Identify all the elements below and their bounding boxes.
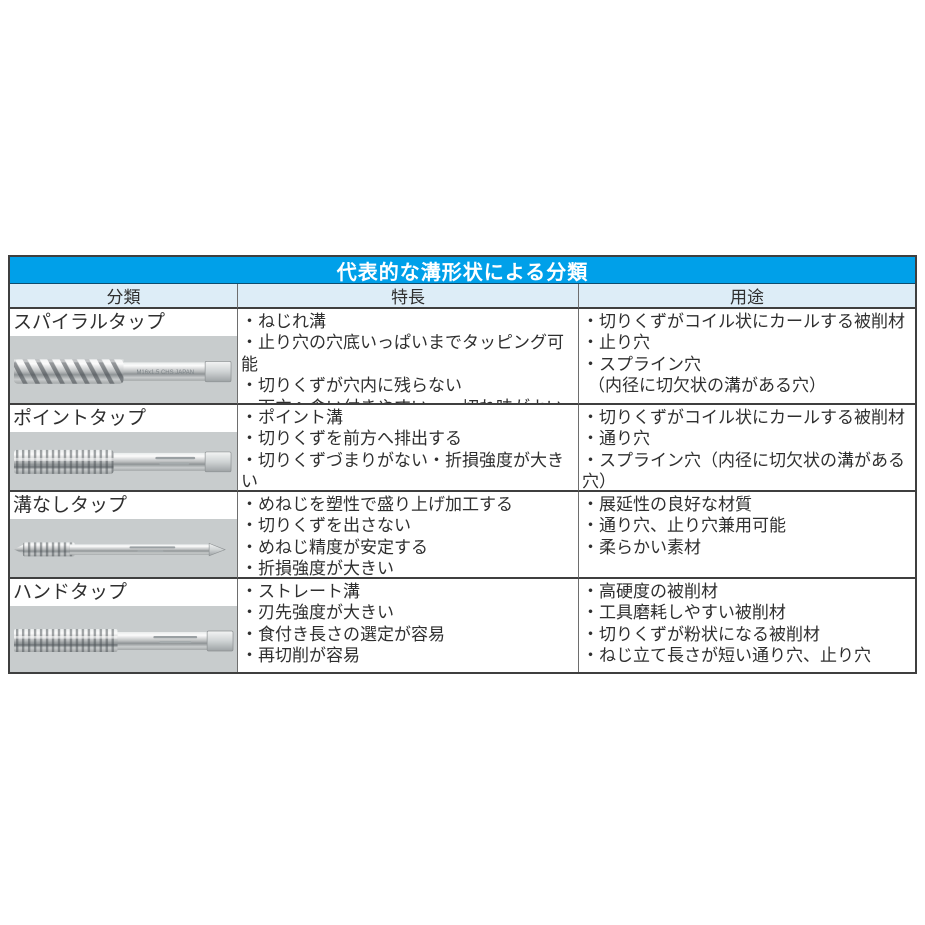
row-spiral-tap-classification: スパイラルタップ M16x1.5 CHS JAPAN	[10, 309, 238, 405]
use-line: ・切りくずがコイル状にカールする被削材	[582, 312, 905, 331]
feature-line: ・めねじ精度が安定する	[241, 537, 428, 557]
use-line: ・展延性の良好な材質	[582, 495, 752, 514]
feature-line: ・ポイント溝	[241, 408, 343, 427]
row-point-tap-classification: ポイントタップ	[10, 405, 238, 492]
feature-line: ・ねじれ溝	[241, 312, 326, 331]
feature-line: ・再切削が容易	[241, 646, 360, 666]
use-line: ・切りくずが粉状になる被削材	[582, 624, 820, 644]
feature-line: ・切りくずを出さない	[241, 516, 411, 536]
tap-name: 溝なしタップ	[10, 492, 237, 518]
use-line: ・切りくずがコイル状にカールする被削材	[582, 408, 905, 427]
column-header-applications: 用途	[579, 284, 915, 309]
tap-engraving: M16x1.5 CHS JAPAN	[136, 370, 194, 376]
tap-name: スパイラルタップ	[10, 309, 237, 335]
use-line: ・スプライン穴	[582, 354, 701, 374]
column-header-features: 特長	[238, 284, 579, 309]
row-grooveless-tap-features: ・めねじを塑性で盛り上げ加工する ・切りくずを出さない ・めねじ精度が安定する …	[238, 492, 579, 579]
feature-line: ・切りくずを前方へ排出する	[241, 429, 462, 449]
use-line: ・ねじ立て長さが短い通り穴、止り穴	[582, 646, 871, 666]
use-line: ・柔らかい素材	[582, 537, 701, 557]
spiral-tap-image: M16x1.5 CHS JAPAN	[13, 359, 232, 384]
table-title: 代表的な溝形状による分類	[10, 257, 915, 284]
grooveless-tap-photo	[10, 519, 237, 577]
feature-line: ・食付き長さの選定が容易	[241, 624, 445, 644]
grooveless-tap-image	[13, 542, 226, 557]
column-header-classification: 分類	[10, 284, 238, 309]
feature-line: ・止り穴の穴底いっぱいまでタッピング可能	[241, 333, 564, 374]
row-grooveless-tap-classification: 溝なしタップ	[10, 492, 238, 579]
row-hand-tap-features: ・ストレート溝 ・刃先強度が大きい ・食付き長さの選定が容易 ・再切削が容易	[238, 579, 579, 672]
row-spiral-tap-features: ・ねじれ溝 ・止り穴の穴底いっぱいまでタッピング可能 ・切りくずが穴内に残らない…	[238, 309, 579, 405]
use-line: ・高硬度の被削材	[582, 582, 718, 601]
use-line: ・止り穴	[582, 333, 650, 353]
row-grooveless-tap-applications: ・展延性の良好な材質 ・通り穴、止り穴兼用可能 ・柔らかい素材	[579, 492, 915, 579]
use-line: ・スプライン穴（内径に切欠状の溝がある穴）	[582, 450, 905, 492]
use-line: ・通り穴、止り穴兼用可能	[582, 516, 786, 536]
feature-line: ・刃先強度が大きい	[241, 603, 394, 623]
tap-name: ポイントタップ	[10, 405, 237, 431]
row-hand-tap-applications: ・高硬度の被削材 ・工具磨耗しやすい被削材 ・切りくずが粉状になる被削材 ・ねじ…	[579, 579, 915, 672]
use-line: ・通り穴	[582, 429, 650, 449]
feature-line: ・切りくずが穴内に残らない	[241, 376, 462, 396]
feature-line: ・ストレート溝	[241, 582, 360, 601]
hand-tap-image	[13, 629, 234, 652]
feature-line: ・下穴へ食い付きやすい ・切れ味がよい	[241, 397, 576, 403]
use-line: （内径に切欠状の溝がある穴）	[588, 376, 826, 396]
row-spiral-tap-applications: ・切りくずがコイル状にカールする被削材 ・止り穴 ・スプライン穴 （内径に切欠状…	[579, 309, 915, 405]
point-tap-photo	[10, 432, 237, 490]
spiral-tap-photo: M16x1.5 CHS JAPAN	[10, 336, 237, 403]
tap-classification-table: 代表的な溝形状による分類 分類 特長 用途 スパイラルタップ M16x1.5 C…	[8, 255, 917, 674]
row-point-tap-features: ・ポイント溝 ・切りくずを前方へ排出する ・切りくずづまりがない・折損強度が大き…	[238, 405, 579, 492]
row-point-tap-applications: ・切りくずがコイル状にカールする被削材 ・通り穴 ・スプライン穴（内径に切欠状の…	[579, 405, 915, 492]
feature-line: ・折損強度が大きい	[241, 559, 394, 579]
tap-name: ハンドタップ	[10, 579, 237, 605]
feature-line: ・切りくずづまりがない・折損強度が大きい	[241, 450, 564, 492]
hand-tap-photo	[10, 606, 237, 672]
row-hand-tap-classification: ハンドタップ	[10, 579, 238, 672]
use-line: ・工具磨耗しやすい被削材	[582, 603, 786, 623]
point-tap-image	[13, 449, 232, 474]
feature-line: ・めねじを塑性で盛り上げ加工する	[241, 495, 513, 514]
